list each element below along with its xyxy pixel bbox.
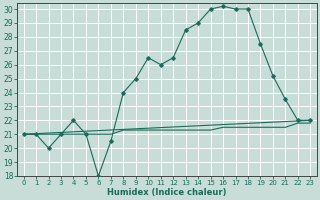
X-axis label: Humidex (Indice chaleur): Humidex (Indice chaleur) [107, 188, 227, 197]
